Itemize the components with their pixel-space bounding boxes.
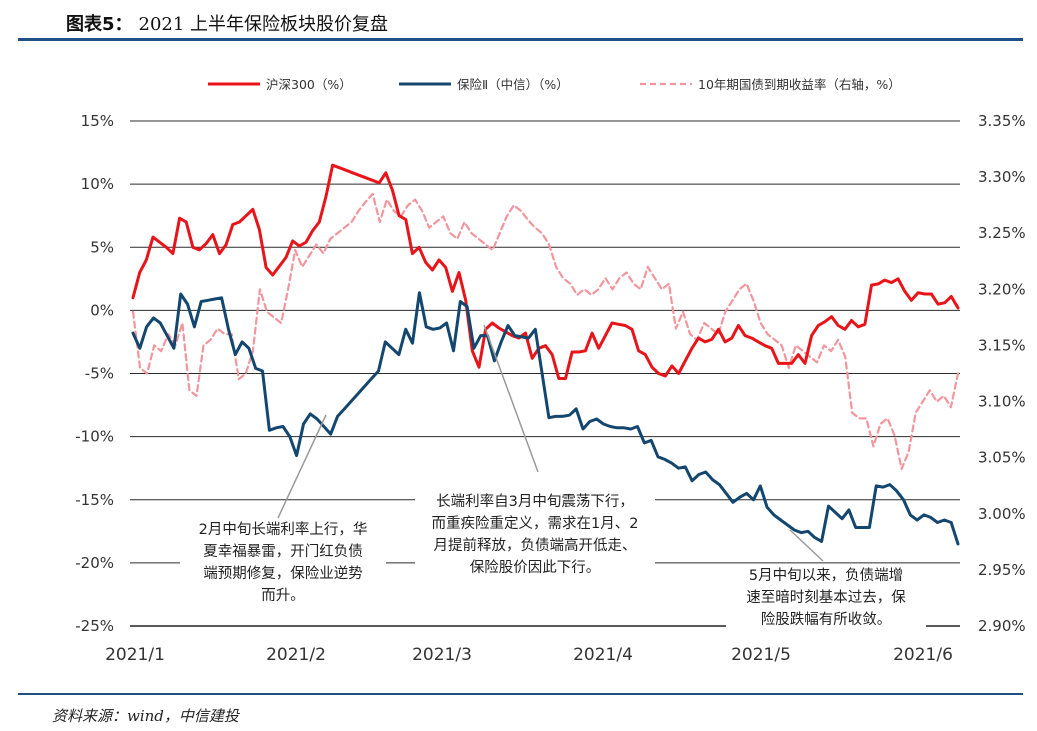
top-rule — [18, 38, 1023, 41]
series-bond-yield-line — [131, 192, 960, 470]
x-tick-label: 2021/6 — [893, 645, 953, 665]
bottom-rule — [18, 693, 1023, 695]
leader-line-feb — [277, 414, 327, 519]
y-left-tick-label: 10% — [81, 175, 114, 193]
y-right-tick-label: 3.35% — [978, 112, 1026, 130]
y-left-tick-label: -25% — [75, 617, 114, 635]
y-right-tick-label: 3.05% — [978, 449, 1026, 467]
y-left-tick-label: -15% — [75, 491, 114, 509]
annotation-line: 端预期修复，保险业逆势 — [203, 566, 363, 582]
x-tick-label: 2021/4 — [573, 645, 633, 665]
series-hs300-line — [131, 163, 960, 380]
annotation-line: 险股跌幅有所收敛。 — [760, 612, 892, 628]
y-left-tick-label: 15% — [81, 112, 114, 130]
y-right-tick-label: 3.25% — [978, 224, 1026, 242]
legend: 沪深300（%） 保险Ⅱ（中信）（%） 10年期国债到期收益率（右轴，%） — [208, 77, 901, 92]
legend-hs300-label: 沪深300（%） — [266, 77, 352, 92]
annotation-line: 保险股价因此下行。 — [469, 560, 601, 576]
y-axis-right: 3.35% 3.30% 3.25% 3.20% 3.15% 3.10% 3.05% 3.00%… — [978, 112, 1026, 635]
source-note: 资料来源：wind，中信建投 — [52, 707, 239, 725]
figure-title: 图表5： 2021 上半年保险板块股价复盘 — [66, 10, 388, 36]
annotation-line: 长端利率自3月中旬震荡下行， — [436, 494, 634, 510]
y-right-tick-label: 3.10% — [978, 393, 1026, 411]
figure-title-text: 2021 上半年保险板块股价复盘 — [138, 14, 389, 35]
x-tick-label: 2021/5 — [731, 645, 791, 665]
annotation-box-feb: 2月中旬长端利率上行，华 夏幸福暴雷，开门红负债 端预期修复，保险业逆势 而升。 — [180, 519, 386, 607]
y-left-tick-label: -10% — [75, 428, 114, 446]
y-left-tick-label: 0% — [90, 301, 114, 319]
x-axis: 2021/1 2021/2 2021/3 2021/4 2021/5 2021/6 — [105, 645, 953, 665]
annotation-line: 夏幸福暴雷，开门红负债 — [203, 544, 363, 560]
annotation-line: 而升。 — [261, 588, 305, 604]
annotation-box-may: 5月中旬以来，负债端增 速至暗时刻基本过去，保 险股跌幅有所收敛。 — [726, 565, 926, 631]
annotation-box-mar: 长端利率自3月中旬震荡下行， 而重疾险重定义，需求在1月、2 月提前释放，负债端… — [415, 491, 655, 579]
leader-line-may — [789, 529, 824, 562]
leader-line-mar — [483, 324, 539, 473]
x-tick-label: 2021/3 — [412, 645, 472, 665]
y-right-tick-label: 2.95% — [978, 561, 1026, 579]
annotation-line: 速至暗时刻基本过去，保 — [746, 590, 906, 606]
annotation-line: 月提前释放，负债端高开低走、 — [433, 538, 637, 554]
figure-label: 图表5： — [66, 14, 133, 35]
annotation-line: 5月中旬以来，负债端增 — [748, 568, 904, 584]
annotation-leaders — [277, 324, 824, 562]
series-group — [131, 163, 960, 546]
y-right-tick-label: 3.30% — [978, 168, 1026, 186]
legend-bond-yield-label: 10年期国债到期收益率（右轴，%） — [698, 77, 901, 92]
series-insurance-line — [131, 291, 960, 546]
annotation-line: 而重疾险重定义，需求在1月、2 — [431, 516, 639, 532]
y-right-tick-label: 3.00% — [978, 505, 1026, 523]
y-right-tick-label: 2.90% — [978, 617, 1026, 635]
y-right-tick-label: 3.15% — [978, 336, 1026, 354]
y-right-tick-label: 3.20% — [978, 280, 1026, 298]
x-tick-label: 2021/1 — [105, 645, 165, 665]
annotation-line: 2月中旬长端利率上行，华 — [198, 522, 368, 538]
x-tick-label: 2021/2 — [266, 645, 326, 665]
y-left-tick-label: -5% — [85, 365, 114, 383]
legend-insurance-label: 保险Ⅱ（中信）（%） — [457, 77, 569, 92]
y-axis-left: 15% 10% 5% 0% -5% -10% -15% -20% -25% — [75, 112, 114, 635]
y-left-tick-label: -20% — [75, 554, 114, 572]
y-left-tick-label: 5% — [90, 238, 114, 256]
